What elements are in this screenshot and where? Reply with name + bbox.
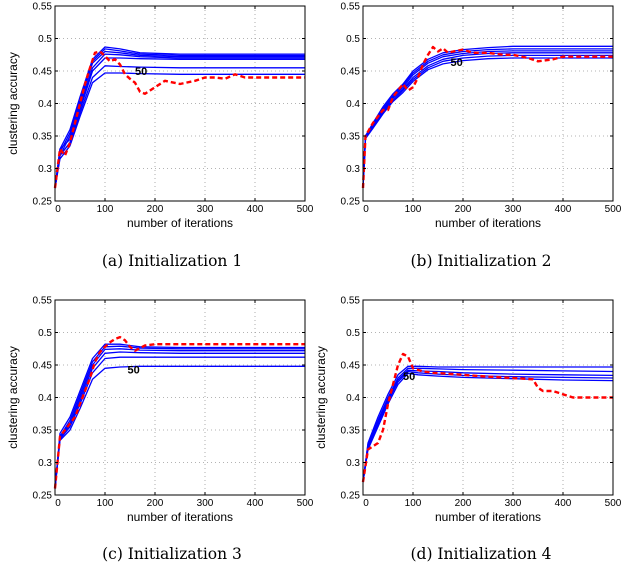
y-tick-label: 0.55 [33,2,53,13]
series-line-8 [53,50,305,189]
series-line-2 [54,48,305,189]
x-tick-label: 300 [505,498,522,509]
y-tick-label: 0.45 [33,361,53,372]
chart-panel-3: 0 100 200 300 400 500 0.25 0.3 0.35 0.4 0.45 0.5 0.5… [6,296,314,564]
series-line-3 [362,369,614,483]
y-tick-label: 0.35 [341,426,361,437]
x-tick-label: 0 [363,498,369,509]
x-axis-label: number of iterations [435,216,541,230]
series-line-2 [362,48,613,189]
series-line-1 [54,343,305,489]
x-tick-label: 500 [297,204,314,215]
subfigure-caption: (b) Initialization 2 [410,252,551,270]
x-tick-label: 500 [297,498,314,509]
y-tick-label: 0.5 [38,34,52,45]
series-line-7 [53,335,305,489]
x-axis-label: number of iterations [127,510,233,524]
series-line-3 [54,348,305,489]
x-tick-label: 100 [97,498,114,509]
y-tick-label: 0.4 [346,99,360,110]
x-tick-label: 300 [197,498,214,509]
chart-panel-1: 0 100 200 300 400 500 0.25 0.3 0.35 0.4 0.45 0.5 0.5… [6,2,314,271]
y-tick-label: 0.35 [33,132,53,143]
y-tick-label: 0.35 [341,132,361,143]
x-tick-label: 400 [247,204,264,215]
y-tick-label: 0.3 [346,458,360,469]
subfigure-caption: (a) Initialization 1 [102,252,242,270]
series-line-5 [54,356,305,489]
annotation-label: 50 [128,364,140,376]
series-line-2 [362,367,614,483]
series-line-7 [54,72,305,189]
x-tick-label: 400 [555,204,572,215]
subfigure-caption: (d) Initialization 4 [410,545,551,563]
x-tick-label: 100 [405,204,422,215]
x-tick-label: 400 [247,498,264,509]
x-tick-label: 200 [455,204,472,215]
x-tick-label: 0 [55,204,61,215]
x-tick-label: 500 [605,204,622,215]
y-tick-label: 0.3 [38,458,52,469]
y-axis-label: clustering accuracy [6,52,20,155]
series-line-1 [54,46,305,189]
y-tick-label: 0.25 [33,491,53,502]
x-tick-label: 500 [605,498,622,509]
y-tick-label: 0.25 [341,491,361,502]
annotation-label: 50 [135,66,147,78]
y-tick-label: 0.55 [341,2,361,13]
y-tick-label: 0.4 [346,393,360,404]
y-tick-label: 0.35 [33,426,53,437]
y-tick-label: 0.4 [38,393,52,404]
x-tick-label: 300 [197,204,214,215]
annotation-label: 50 [403,371,415,383]
x-tick-label: 100 [97,204,114,215]
series-line-4 [362,370,614,483]
x-tick-label: 0 [55,498,61,509]
y-tick-label: 0.5 [346,328,360,339]
series-line-1 [362,45,613,189]
series-line-5 [362,372,614,483]
x-tick-label: 0 [363,204,369,215]
x-tick-label: 400 [555,498,572,509]
subfigure-caption: (c) Initialization 3 [102,545,242,563]
y-tick-label: 0.45 [341,361,361,372]
x-tick-label: 300 [505,204,522,215]
x-tick-label: 200 [147,498,164,509]
y-tick-label: 0.45 [33,67,53,78]
x-tick-label: 200 [455,498,472,509]
y-axis-label: clustering accuracy [6,346,20,449]
y-tick-label: 0.55 [33,296,53,307]
chart-panel-2: 0 100 200 300 400 500 0.25 0.3 0.35 0.4 0.45 0.5 0.5… [341,2,622,271]
series-line-6 [54,365,305,489]
series-line-6 [54,65,305,189]
chart-panel-4: 0 100 200 300 400 500 0.25 0.3 0.35 0.4 0.45 0.5 0.5… [314,296,622,564]
x-axis-label: number of iterations [435,510,541,524]
y-tick-label: 0.3 [38,164,52,175]
series-line-6 [362,57,613,189]
series-line-7 [361,45,613,189]
series-line-4 [362,52,613,189]
series-line-4 [54,351,305,489]
x-axis-label: number of iterations [127,216,233,230]
x-tick-label: 200 [147,204,164,215]
y-tick-label: 0.4 [38,99,52,110]
y-tick-label: 0.5 [346,34,360,45]
series-line-3 [362,50,613,189]
series-line-4 [54,53,305,189]
x-tick-label: 100 [405,498,422,509]
y-tick-label: 0.45 [341,67,361,78]
y-tick-label: 0.3 [346,164,360,175]
annotation-label: 50 [451,57,463,69]
y-axis-label: clustering accuracy [314,346,328,449]
y-tick-label: 0.55 [341,296,361,307]
y-tick-label: 0.5 [38,328,52,339]
y-tick-label: 0.25 [33,197,53,208]
y-tick-label: 0.25 [341,197,361,208]
series-line-1 [362,365,613,483]
series-line-6 [361,352,613,483]
